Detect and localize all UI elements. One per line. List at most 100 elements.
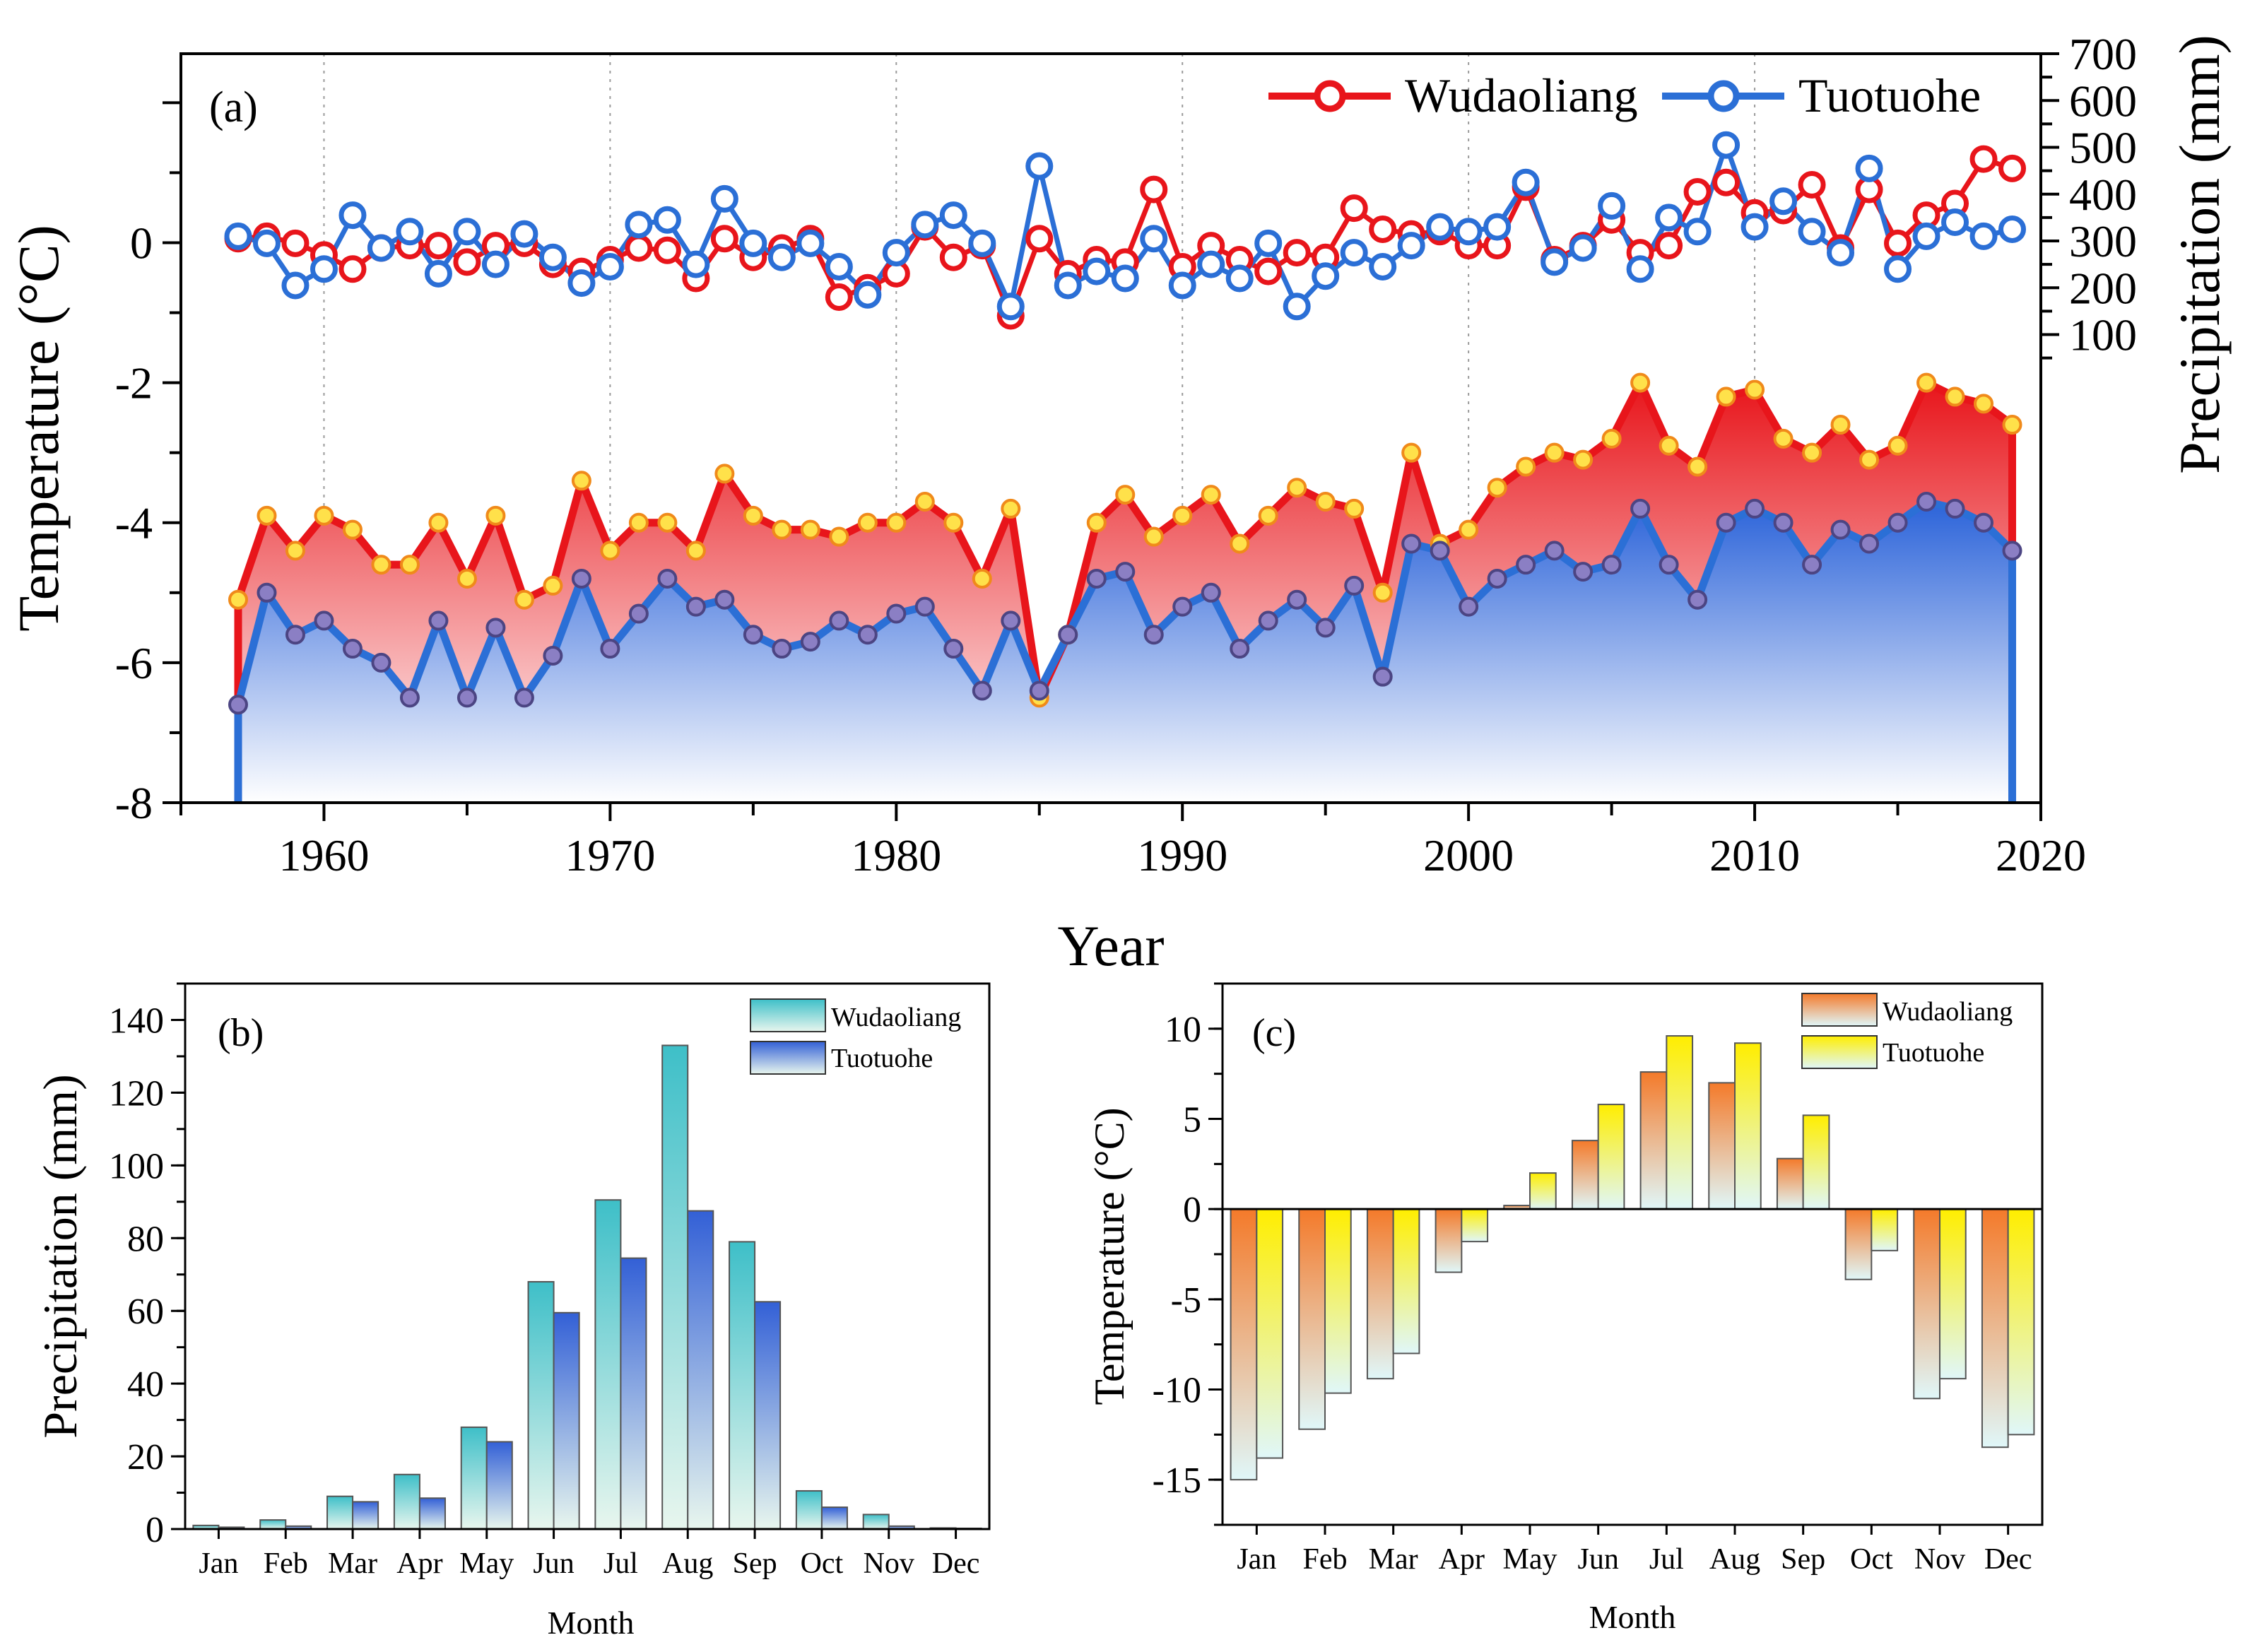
a-point-tuotuohe-temperature-1985 <box>1029 680 1049 701</box>
c-x-tick-label-dec: Dec <box>1984 1543 2032 1576</box>
b-x-tick-label-dec: Dec <box>932 1547 980 1580</box>
a-point-wudaoliang-temperature-1972 <box>657 512 678 533</box>
c-legend: Wudaoliang Tuotuohe <box>1801 993 2013 1069</box>
b-bar-tuotuohe-apr <box>418 1497 446 1530</box>
a-point-tuotuohe-temperature-1994 <box>1287 589 1307 610</box>
a-point-wudaoliang-temperature-1968 <box>543 575 563 596</box>
c-bar-tuotuohe-feb <box>1324 1208 1352 1394</box>
a-x-tick-label-2020: 2020 <box>1996 830 2086 880</box>
a-point-tuotuohe-temperature-2013 <box>1830 519 1851 540</box>
a-y-tick-label--4: -4 <box>115 498 153 548</box>
c-bar-tuotuohe-may <box>1529 1172 1557 1210</box>
a-point-tuotuohe-precipitation-1963 <box>396 218 424 246</box>
a-point-tuotuohe-temperature-1983 <box>972 680 992 701</box>
a-point-tuotuohe-temperature-2003 <box>1544 541 1565 561</box>
a-point-wudaoliang-temperature-1982 <box>943 512 964 533</box>
a-point-wudaoliang-temperature-1958 <box>257 505 277 526</box>
a-point-wudaoliang-temperature-1969 <box>571 471 591 491</box>
a-point-tuotuohe-precipitation-1982 <box>939 201 967 230</box>
b-bar-wudaoliang-may <box>460 1426 488 1530</box>
c-bar-tuotuohe-jan <box>1256 1208 1284 1459</box>
c-bar-tuotuohe-nov <box>1939 1208 1967 1380</box>
a-point-wudaoliang-temperature-1981 <box>914 492 935 512</box>
c-x-tick-label-nov: Nov <box>1914 1543 1965 1576</box>
a-point-wudaoliang-temperature-2015 <box>1887 435 1908 456</box>
b-y-tick-label-100: 100 <box>109 1146 164 1186</box>
a-markers <box>224 131 2027 715</box>
a-point-tuotuohe-temperature-1982 <box>943 639 964 659</box>
a-point-tuotuohe-temperature-1991 <box>1201 582 1221 603</box>
a-point-wudaoliang-temperature-1963 <box>399 555 420 575</box>
b-axes: Jan Feb Mar Apr May Jun Jul Aug Sep Oct Nov Dec 0 20 4… <box>109 982 980 1580</box>
a-point-tuotuohe-temperature-2016 <box>1916 492 1937 512</box>
a-point-tuotuohe-temperature-1972 <box>657 568 678 589</box>
a-point-tuotuohe-precipitation-1986 <box>1054 271 1082 300</box>
a-point-wudaoliang-temperature-1997 <box>1372 582 1393 603</box>
c-legend-swatch-tuotuohe <box>1801 1035 1878 1069</box>
a-y-tick-label--6: -6 <box>115 638 153 688</box>
b-bar-wudaoliang-feb <box>259 1519 287 1530</box>
a-point-wudaoliang-precipitation-1965 <box>453 248 481 276</box>
a-point-wudaoliang-temperature-1974 <box>714 464 735 484</box>
a-point-wudaoliang-temperature-1998 <box>1401 442 1422 463</box>
b-y-tick-label-20: 20 <box>127 1437 164 1477</box>
a-point-tuotuohe-temperature-1992 <box>1230 639 1250 659</box>
a-point-tuotuohe-precipitation-1985 <box>1025 152 1054 180</box>
a-point-wudaoliang-temperature-1976 <box>772 519 792 540</box>
a-point-wudaoliang-temperature-1988 <box>1115 485 1136 505</box>
a-y2-axis-title: Precipitation (mm) <box>2167 35 2232 474</box>
a-point-wudaoliang-temperature-1977 <box>800 519 820 540</box>
b-x-tick-label-oct: Oct <box>801 1547 844 1580</box>
a-point-tuotuohe-temperature-1961 <box>342 639 363 659</box>
c-y-tick-label--10: -10 <box>1153 1371 1201 1411</box>
c-bar-tuotuohe-mar <box>1392 1208 1420 1355</box>
a-point-wudaoliang-temperature-1975 <box>743 505 763 526</box>
a-point-wudaoliang-precipitation-1982 <box>939 243 967 271</box>
a-point-tuotuohe-precipitation-1999 <box>1426 213 1454 241</box>
c-x-axis-title: Month <box>1589 1599 1676 1635</box>
a-point-wudaoliang-temperature-1971 <box>628 512 649 533</box>
a-point-tuotuohe-temperature-1960 <box>314 610 334 631</box>
a-point-wudaoliang-temperature-2011 <box>1773 428 1793 449</box>
a-y2-tick-label-500: 500 <box>2069 123 2137 173</box>
a-point-tuotuohe-temperature-1965 <box>457 688 477 708</box>
a-temperature-areas <box>237 382 2013 803</box>
c-bar-tuotuohe-aug <box>1734 1042 1762 1210</box>
a-point-tuotuohe-precipitation-1968 <box>538 243 567 271</box>
a-point-tuotuohe-precipitation-2004 <box>1569 234 1597 262</box>
b-y-axis-title: Precipitation (mm) <box>33 1074 87 1439</box>
a-y2-tick-label-100: 100 <box>2069 310 2137 360</box>
a-point-wudaoliang-precipitation-1972 <box>653 236 681 264</box>
a-point-tuotuohe-precipitation-1966 <box>481 250 510 278</box>
a-point-tuotuohe-precipitation-1983 <box>968 229 996 257</box>
c-x-tick-label-apr: Apr <box>1439 1543 1485 1576</box>
c-bars <box>1223 1035 2042 1481</box>
a-point-tuotuohe-precipitation-2001 <box>1483 213 1512 241</box>
a-point-wudaoliang-precipitation-1996 <box>1340 194 1368 223</box>
c-x-tick-label-jun: Jun <box>1577 1543 1618 1576</box>
a-point-tuotuohe-temperature-2005 <box>1601 555 1622 575</box>
a-point-tuotuohe-temperature-1978 <box>829 610 849 631</box>
a-point-tuotuohe-precipitation-1978 <box>825 252 853 281</box>
a-point-tuotuohe-precipitation-1973 <box>682 250 710 278</box>
a-point-wudaoliang-temperature-1996 <box>1344 498 1365 519</box>
a-point-tuotuohe-precipitation-1989 <box>1140 225 1168 253</box>
a-point-tuotuohe-precipitation-1957 <box>224 222 252 250</box>
a-point-tuotuohe-temperature-1989 <box>1143 625 1164 645</box>
a-point-tuotuohe-temperature-2007 <box>1659 555 1679 575</box>
b-x-tick-label-nov: Nov <box>864 1547 914 1580</box>
a-point-tuotuohe-precipitation-1991 <box>1197 250 1225 278</box>
panel-c: Jan Feb Mar Apr May Jun Jul Aug Sep Oct Nov Dec 10 5 0… <box>1086 982 2044 1635</box>
a-point-wudaoliang-precipitation-2007 <box>1655 232 1683 260</box>
a-point-tuotuohe-precipitation-2007 <box>1655 203 1683 232</box>
a-point-tuotuohe-precipitation-1996 <box>1340 239 1368 267</box>
a-point-tuotuohe-precipitation-1980 <box>882 239 910 267</box>
b-legend-label-wudaoliang: Wudaoliang <box>831 1003 961 1032</box>
b-bar-tuotuohe-jun <box>553 1311 580 1530</box>
a-point-tuotuohe-precipitation-2016 <box>1912 222 1940 250</box>
a-point-tuotuohe-precipitation-1975 <box>739 229 767 257</box>
a-point-wudaoliang-temperature-2001 <box>1487 478 1507 498</box>
a-point-wudaoliang-temperature-1993 <box>1258 505 1278 526</box>
a-point-wudaoliang-temperature-2003 <box>1544 442 1565 463</box>
